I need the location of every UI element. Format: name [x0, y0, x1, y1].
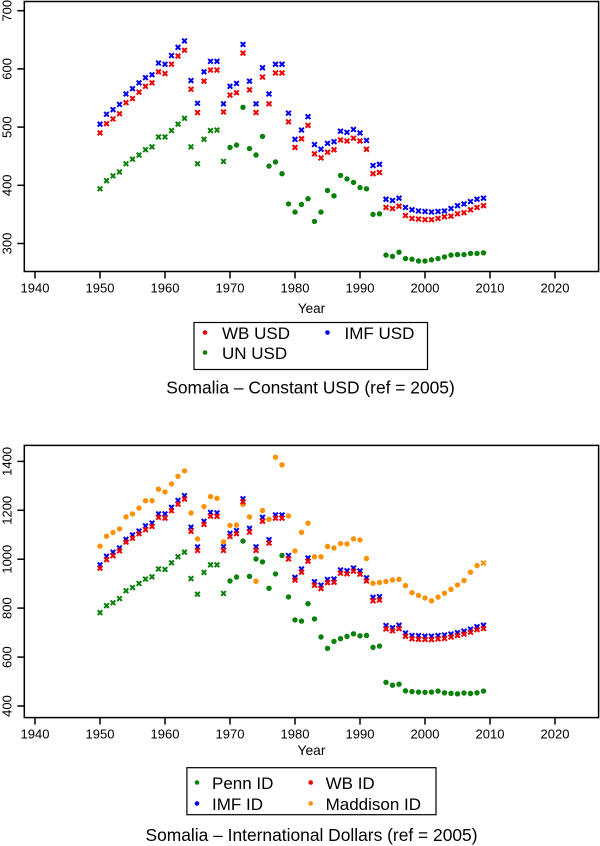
- svg-text:1990: 1990: [346, 281, 375, 296]
- svg-text:1940: 1940: [21, 727, 50, 742]
- svg-text:500: 500: [0, 116, 15, 138]
- svg-text:2000: 2000: [411, 727, 440, 742]
- svg-text:UN USD: UN USD: [222, 344, 287, 363]
- svg-text:1980: 1980: [281, 727, 310, 742]
- svg-text:1990: 1990: [346, 727, 375, 742]
- svg-text:2000: 2000: [411, 281, 440, 296]
- svg-text:800: 800: [0, 597, 15, 619]
- svg-text:WB ID: WB ID: [326, 774, 375, 793]
- svg-text:1400: 1400: [0, 447, 15, 476]
- svg-text:1200: 1200: [0, 496, 15, 525]
- svg-text:Year: Year: [298, 301, 326, 316]
- svg-text:1950: 1950: [86, 727, 115, 742]
- svg-text:IMF ID: IMF ID: [212, 795, 263, 814]
- svg-text:1960: 1960: [151, 281, 180, 296]
- svg-text:Somalia – Constant USD (ref =: Somalia – Constant USD (ref = 2005): [166, 378, 455, 398]
- svg-text:700: 700: [0, 0, 15, 22]
- svg-text:2010: 2010: [476, 727, 505, 742]
- svg-text:300: 300: [0, 233, 15, 255]
- svg-text:IMF USD: IMF USD: [345, 324, 415, 343]
- svg-text:2020: 2020: [541, 281, 570, 296]
- svg-text:600: 600: [0, 646, 15, 668]
- svg-text:600: 600: [0, 58, 15, 80]
- svg-text:Year: Year: [298, 743, 326, 758]
- svg-text:400: 400: [0, 174, 15, 196]
- svg-text:400: 400: [0, 695, 15, 717]
- svg-text:1950: 1950: [86, 281, 115, 296]
- svg-text:2020: 2020: [541, 727, 570, 742]
- svg-text:1970: 1970: [216, 727, 245, 742]
- svg-text:1000: 1000: [0, 545, 15, 574]
- svg-text:Penn ID: Penn ID: [212, 774, 273, 793]
- svg-text:WB USD: WB USD: [222, 324, 290, 343]
- svg-text:Maddison ID: Maddison ID: [326, 795, 421, 814]
- svg-text:1970: 1970: [216, 281, 245, 296]
- svg-text:1940: 1940: [21, 281, 50, 296]
- svg-text:1980: 1980: [281, 281, 310, 296]
- svg-text:1960: 1960: [151, 727, 180, 742]
- svg-text:Somalia – International Dollar: Somalia – International Dollars (ref = 2…: [145, 825, 477, 845]
- svg-text:2010: 2010: [476, 281, 505, 296]
